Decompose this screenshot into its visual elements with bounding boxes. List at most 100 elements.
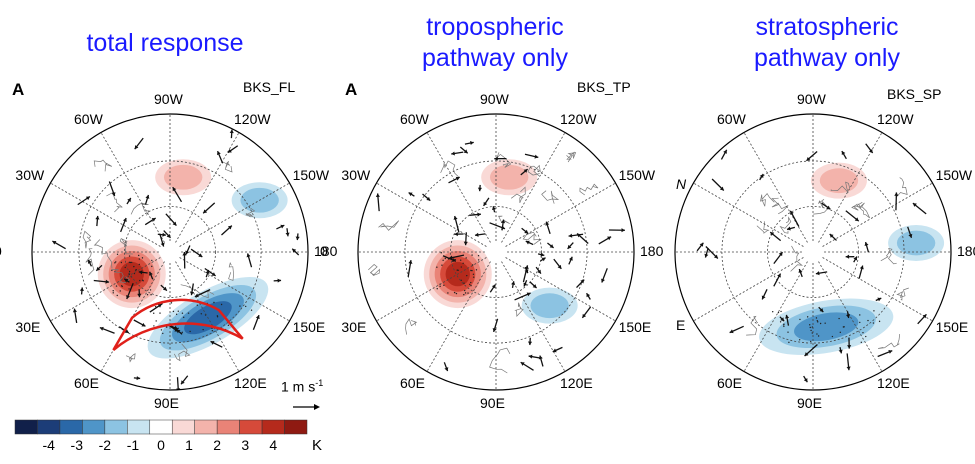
sig-dot — [441, 264, 443, 266]
sig-dot — [809, 326, 811, 329]
sig-dot — [124, 266, 126, 269]
sig-dot — [133, 265, 135, 268]
lon-label-p2-9: 0 — [320, 243, 328, 259]
colorbar-swatch-9 — [216, 419, 240, 435]
coastline — [125, 353, 136, 363]
coastline — [771, 197, 789, 215]
sig-dot — [463, 293, 465, 296]
coastline — [82, 230, 92, 249]
meridian — [501, 132, 566, 243]
map-interior-1 — [32, 114, 308, 390]
sig-dot — [878, 320, 881, 323]
sig-dot — [139, 279, 141, 282]
wind-vector-head — [149, 271, 153, 276]
wind-vector-head — [586, 293, 591, 298]
sig-dot — [213, 301, 215, 304]
wind-vector-head — [180, 380, 185, 385]
colorbar-swatch-5 — [127, 419, 151, 435]
lon-label-p3-2: 150W — [935, 167, 973, 183]
sig-dot — [817, 321, 819, 323]
lon-label-p1-0: 90W — [154, 91, 183, 107]
colorbar-tick-5: 1 — [185, 437, 193, 453]
sig-dot — [859, 321, 861, 324]
sig-dot — [460, 266, 462, 268]
meridian — [693, 257, 804, 322]
meridian — [505, 182, 616, 247]
wind-vector-head — [210, 341, 215, 345]
wind-vector-head — [838, 349, 843, 354]
wind-vector-head — [203, 209, 208, 214]
wind-vector-head — [124, 329, 129, 333]
colorbar-unit: K — [312, 437, 323, 454]
meridian — [693, 182, 804, 247]
sig-dot — [831, 335, 834, 338]
meridian — [426, 261, 491, 372]
wind-vector-head — [96, 266, 101, 271]
wind-vector-head — [255, 315, 260, 320]
wind-vector-head — [601, 278, 605, 283]
sig-dot — [463, 289, 466, 292]
sig-dot — [783, 325, 785, 328]
sig-dot — [150, 294, 152, 296]
sig-dot — [245, 305, 247, 308]
map-interior-3 — [675, 114, 951, 390]
wind-vector-head — [157, 304, 162, 308]
lon-label-p2-6: 90E — [480, 395, 505, 411]
wind-vector-head — [520, 362, 525, 366]
wind-vector-head — [523, 282, 528, 287]
wind-vector-head — [277, 278, 282, 283]
wind-vector-head — [136, 376, 141, 381]
wind-vector-head — [426, 196, 431, 201]
lon-label-p1-10: 30W — [15, 167, 45, 183]
sig-dot — [464, 292, 467, 294]
sig-dot — [129, 261, 132, 264]
sig-dot — [211, 327, 213, 330]
sig-dot — [220, 303, 223, 306]
coastline — [779, 216, 792, 234]
sig-dot — [128, 288, 130, 290]
wind-vector-head — [145, 194, 150, 199]
panel2-title: tropospheric pathway only — [422, 13, 568, 72]
sig-dot — [128, 273, 130, 275]
colorbar-tick-6: 2 — [213, 437, 222, 453]
lat-circle — [124, 206, 216, 298]
coastline — [527, 164, 541, 177]
sig-dot — [862, 332, 864, 334]
wind-vector-head — [826, 205, 831, 210]
sig-dot — [477, 259, 480, 261]
sig-dot — [867, 319, 869, 322]
wind-vector-head — [819, 308, 824, 313]
sig-dot — [149, 289, 152, 291]
lon-label-p1-9: 0 — [0, 243, 2, 259]
sig-dot — [817, 335, 820, 337]
sig-dot — [839, 331, 842, 334]
wind-vector-head — [841, 151, 846, 156]
sig-dot — [816, 320, 818, 322]
sig-dot — [462, 262, 464, 264]
wind-vector-head — [205, 269, 210, 274]
sig-dot — [816, 333, 818, 335]
meridian — [179, 257, 290, 322]
wind-vector-head — [185, 250, 190, 255]
meridian — [822, 257, 933, 322]
wind-vector-head — [127, 198, 131, 203]
meridian — [426, 132, 491, 243]
colorbar-swatch-8 — [194, 419, 218, 435]
meridian — [822, 182, 933, 247]
meridian — [376, 257, 487, 322]
sig-dot — [436, 288, 438, 290]
sig-dot — [466, 274, 468, 277]
wind-vector-head — [699, 242, 704, 247]
sig-dot — [141, 257, 144, 259]
coastline — [896, 177, 908, 197]
sig-dot — [151, 265, 153, 268]
colorbar-swatch-2 — [59, 419, 83, 435]
lon-label-p1-2: 150W — [292, 167, 330, 183]
panel1-letter: A — [12, 80, 25, 99]
wind-vector-head — [770, 232, 775, 236]
coastline — [378, 220, 400, 231]
coastline — [368, 264, 380, 276]
wind-vector-head — [408, 192, 413, 197]
wind-vector-head — [786, 226, 791, 231]
meridian — [501, 261, 566, 372]
